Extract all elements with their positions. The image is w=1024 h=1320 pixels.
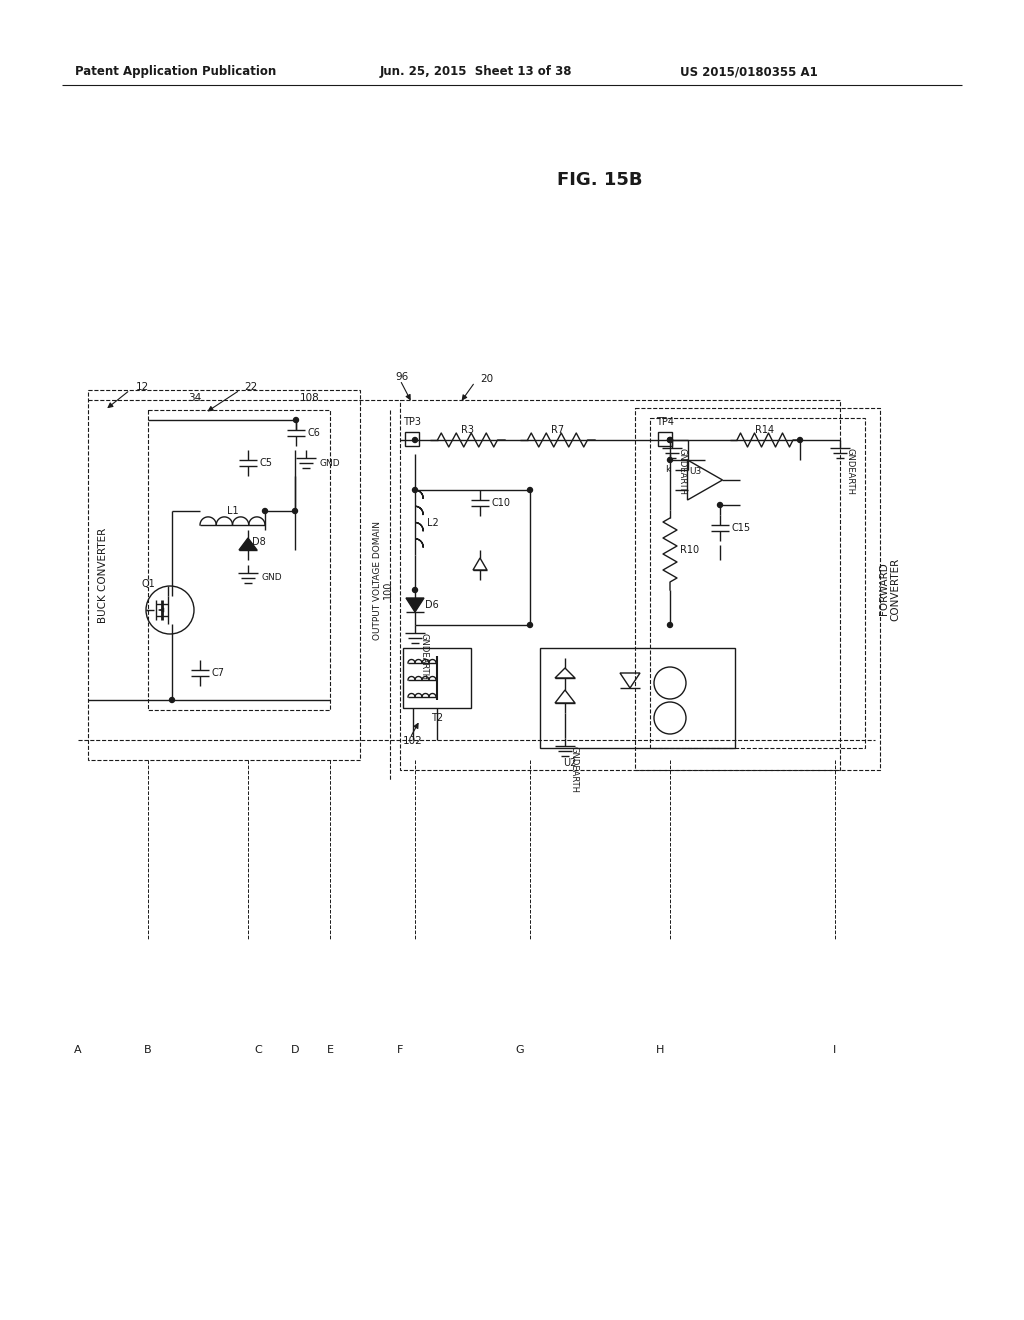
Text: GNDEARTH: GNDEARTH <box>570 746 579 793</box>
Circle shape <box>262 508 267 513</box>
Bar <box>658 432 672 446</box>
Bar <box>400 400 840 770</box>
Circle shape <box>527 487 532 492</box>
Text: 100: 100 <box>383 581 393 599</box>
Circle shape <box>668 623 673 627</box>
Text: Patent Application Publication: Patent Application Publication <box>75 66 276 78</box>
Circle shape <box>413 587 418 593</box>
Text: GNDEARTH: GNDEARTH <box>420 634 429 680</box>
Text: OUTPUT VOLTAGE DOMAIN: OUTPUT VOLTAGE DOMAIN <box>374 520 383 639</box>
Text: Q1: Q1 <box>142 579 156 589</box>
Text: 22: 22 <box>244 381 257 392</box>
Circle shape <box>413 437 418 442</box>
Bar <box>635 408 880 770</box>
Circle shape <box>170 697 174 702</box>
Text: TP3: TP3 <box>403 417 421 426</box>
Text: R10: R10 <box>680 545 699 554</box>
Text: G: G <box>516 1045 524 1055</box>
Text: D8: D8 <box>252 537 266 546</box>
Text: C6: C6 <box>308 428 321 438</box>
Text: C: C <box>254 1045 262 1055</box>
Text: BUCK CONVERTER: BUCK CONVERTER <box>98 528 108 623</box>
Polygon shape <box>239 539 257 550</box>
Bar <box>148 411 330 710</box>
Text: L1: L1 <box>226 506 239 516</box>
Circle shape <box>527 623 532 627</box>
Text: FORWARD
CONVERTER: FORWARD CONVERTER <box>880 557 901 620</box>
Bar <box>88 389 360 760</box>
Text: GNDEARTH: GNDEARTH <box>677 447 686 495</box>
Text: Jun. 25, 2015  Sheet 13 of 38: Jun. 25, 2015 Sheet 13 of 38 <box>380 66 572 78</box>
Text: k: k <box>665 466 670 474</box>
Text: U2: U2 <box>563 758 577 768</box>
Circle shape <box>718 503 723 507</box>
Circle shape <box>413 487 418 492</box>
Text: D6: D6 <box>425 601 438 610</box>
Bar <box>403 648 471 708</box>
Text: R3: R3 <box>461 425 474 436</box>
Text: C10: C10 <box>492 498 511 508</box>
Text: 34: 34 <box>188 393 202 403</box>
Text: B: B <box>144 1045 152 1055</box>
Text: 20: 20 <box>480 374 494 384</box>
Text: F: F <box>397 1045 403 1055</box>
Circle shape <box>668 437 673 442</box>
Bar <box>540 648 735 748</box>
Circle shape <box>668 437 673 442</box>
Text: I: I <box>834 1045 837 1055</box>
Text: 12: 12 <box>136 381 150 392</box>
Text: 102: 102 <box>403 737 423 746</box>
Text: 96: 96 <box>395 372 409 381</box>
Text: D: D <box>291 1045 299 1055</box>
Bar <box>650 418 865 748</box>
Text: U3: U3 <box>689 467 701 477</box>
Circle shape <box>798 437 803 442</box>
Text: GND: GND <box>319 458 341 467</box>
Text: C5: C5 <box>260 458 273 469</box>
Circle shape <box>294 417 299 422</box>
Text: US 2015/0180355 A1: US 2015/0180355 A1 <box>680 66 818 78</box>
Bar <box>406 432 419 446</box>
Text: GNDEARTH: GNDEARTH <box>845 447 854 495</box>
Text: FIG. 15B: FIG. 15B <box>557 172 643 189</box>
Circle shape <box>668 458 673 462</box>
Text: T2: T2 <box>431 713 443 723</box>
Text: A: A <box>74 1045 82 1055</box>
Circle shape <box>293 508 298 513</box>
Text: GND: GND <box>262 573 283 582</box>
Text: TP4: TP4 <box>656 417 674 426</box>
Text: 108: 108 <box>300 393 319 403</box>
Text: L2: L2 <box>427 517 438 528</box>
Text: C15: C15 <box>732 523 752 533</box>
Text: C7: C7 <box>212 668 225 678</box>
Text: H: H <box>655 1045 665 1055</box>
Text: E: E <box>327 1045 334 1055</box>
Text: R7: R7 <box>551 425 564 436</box>
Polygon shape <box>406 598 424 612</box>
Text: R14: R14 <box>756 425 774 436</box>
